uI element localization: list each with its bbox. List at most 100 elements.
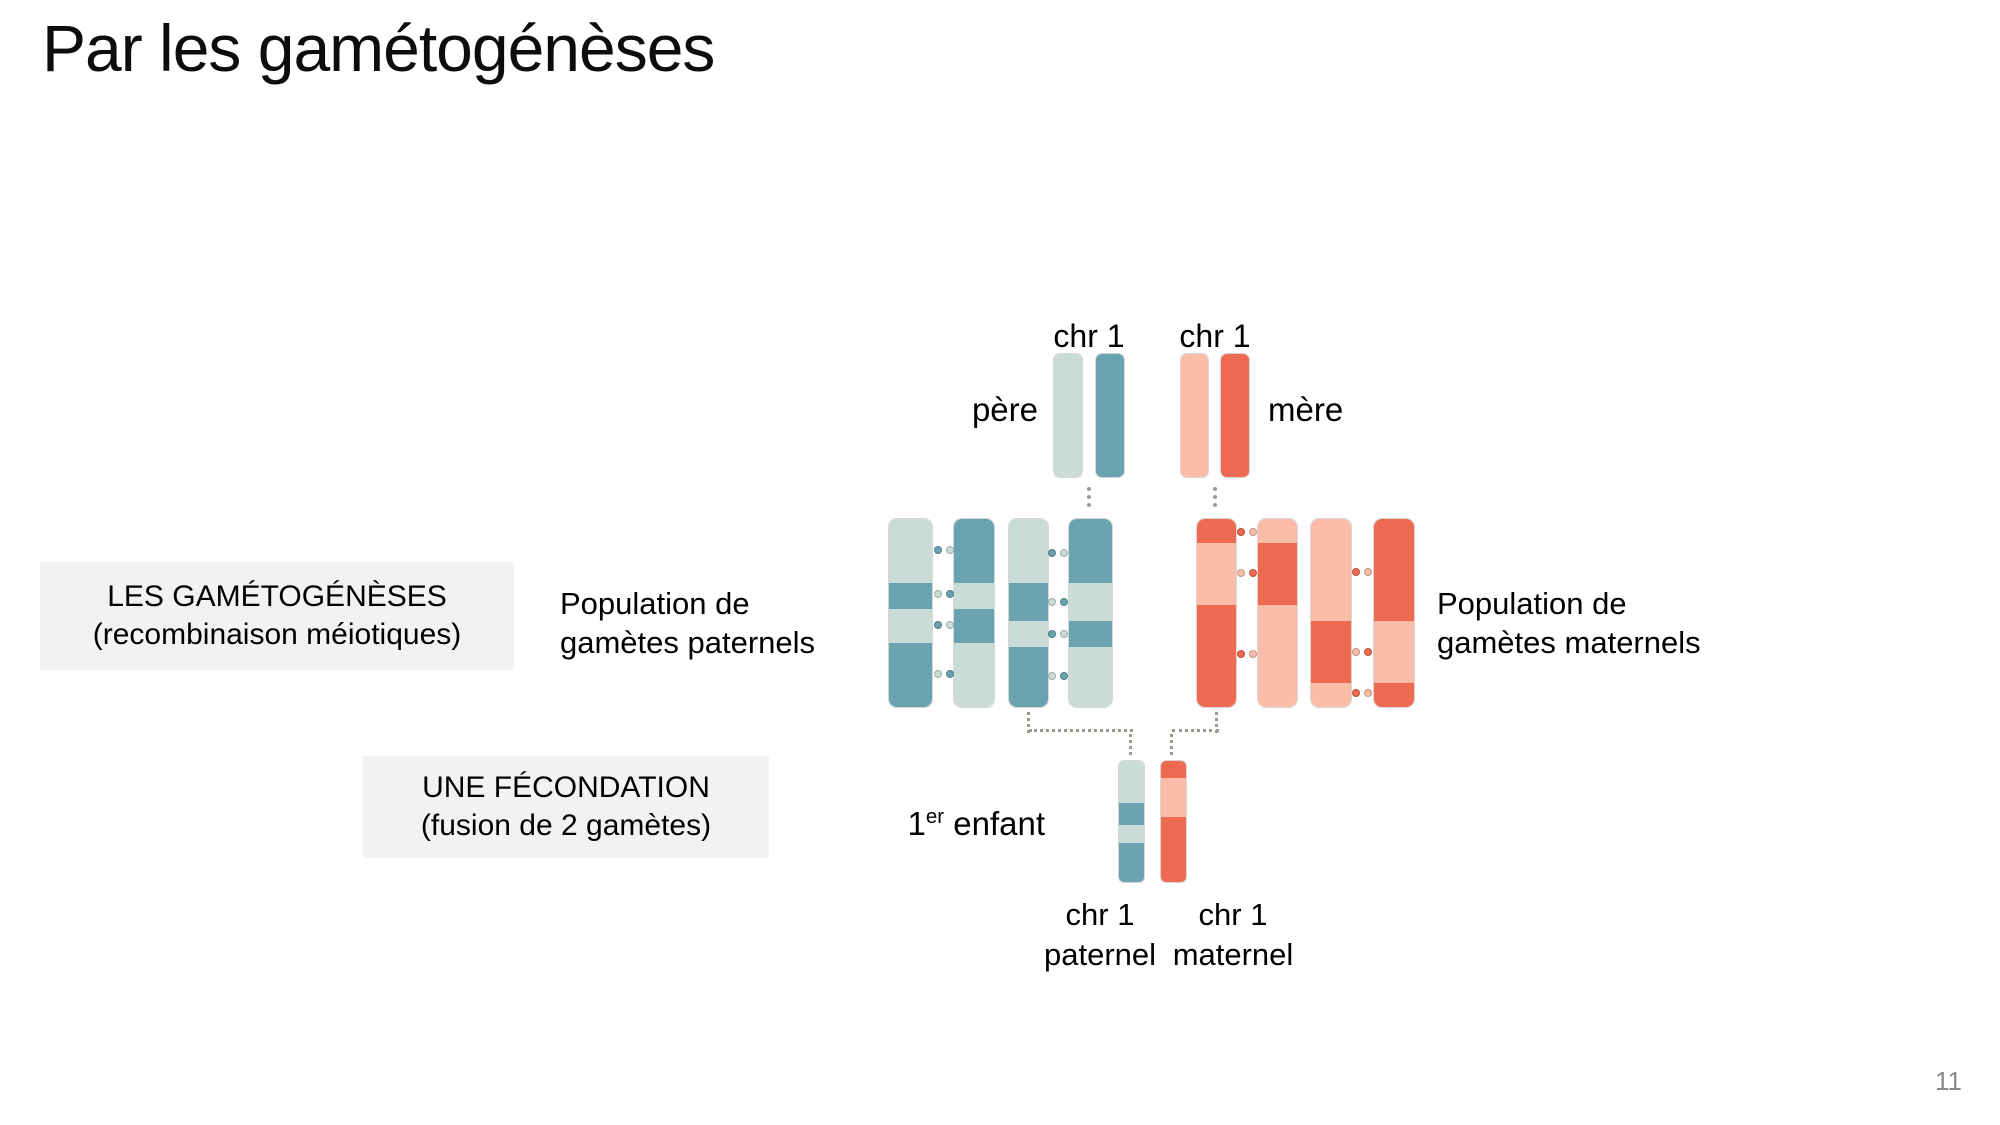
crossover-dot: [946, 590, 954, 598]
fertilization-box-line2: (fusion de 2 gamètes): [420, 809, 712, 842]
child-chromosome-bar: [1160, 760, 1187, 883]
chromosome-segment: [1197, 605, 1236, 707]
chromosome-segment: [1311, 519, 1351, 621]
first-child-label: 1er enfant: [795, 805, 1045, 843]
ellipsis-dot: [1087, 495, 1091, 499]
chromosome-segment: [1197, 543, 1236, 606]
ellipsis-dot: [1213, 495, 1217, 499]
chromosome-segment: [1197, 519, 1236, 544]
crossover-dot: [1060, 672, 1068, 680]
chromosome-segment: [1119, 761, 1144, 804]
crossover-dot: [1048, 630, 1056, 638]
crossover-dot: [1048, 549, 1056, 557]
chromosome-segment: [1054, 354, 1082, 477]
child-paternal-caption: chr 1 paternel: [1000, 895, 1200, 975]
crossover-dot: [934, 546, 942, 554]
ellipsis-dot: [1213, 503, 1217, 507]
child-label-word: enfant: [944, 805, 1045, 842]
ellipsis-dot: [1213, 487, 1217, 491]
chromosome-segment: [1221, 354, 1249, 477]
gamete-chromosome-bar: [1257, 518, 1298, 708]
chromosome-segment: [1119, 803, 1144, 826]
child-paternal-caption-word: paternel: [1043, 937, 1157, 972]
chromosome-segment: [954, 519, 994, 583]
parent-chromosome-bar: [1220, 353, 1250, 478]
gametogenesis-box: LES GAMÉTOGÉNÈSES (recombinaison méiotiq…: [40, 562, 514, 670]
gamete-chromosome-bar: [888, 518, 933, 708]
ellipsis-dot: [1087, 487, 1091, 491]
chromosome-segment: [1181, 354, 1208, 477]
chromosome-segment: [1258, 543, 1297, 606]
paternal-population-line1: Population de: [560, 586, 750, 621]
gamete-chromosome-bar: [1008, 518, 1049, 708]
crossover-dot: [1237, 569, 1245, 577]
chromosome-segment: [1069, 620, 1112, 647]
chromosome-segment: [889, 609, 932, 644]
child-maternal-caption-chr: chr 1: [1198, 897, 1268, 932]
crossover-dot: [946, 621, 954, 629]
dotted-connector: [1029, 729, 1133, 732]
chromosome-segment: [889, 582, 932, 610]
father-chr-label: chr 1: [1053, 318, 1125, 354]
fertilization-box-line1: UNE FÉCONDATION: [422, 771, 710, 804]
chromosome-segment: [1009, 582, 1048, 621]
slide-title: Par les gamétogénèses: [42, 11, 715, 85]
gametogenesis-box-line1: LES GAMÉTOGÉNÈSES: [107, 580, 447, 613]
chromosome-segment: [1119, 825, 1144, 844]
crossover-dot: [934, 590, 942, 598]
crossover-dot: [1364, 648, 1372, 656]
chromosome-segment: [1374, 682, 1414, 707]
mother-chr-label: chr 1: [1179, 318, 1251, 354]
chromosome-segment: [1009, 646, 1048, 707]
dotted-connector: [1129, 734, 1132, 755]
gamete-chromosome-bar: [953, 518, 995, 708]
page-number: 11: [1935, 1066, 1962, 1096]
chromosome-segment: [889, 643, 932, 707]
chromosome-segment: [1161, 777, 1186, 817]
crossover-dot: [1060, 549, 1068, 557]
crossover-dot: [1249, 569, 1257, 577]
crossover-dot: [1352, 568, 1360, 576]
crossover-dot: [1237, 528, 1245, 536]
dotted-connector: [1215, 712, 1218, 733]
chromosome-segment: [1258, 519, 1297, 544]
chromosome-segment: [954, 582, 994, 610]
chromosome-segment: [1009, 620, 1048, 647]
child-label-ordinal: er: [925, 805, 945, 828]
crossover-dot: [1364, 689, 1372, 697]
chromosome-segment: [1069, 519, 1112, 583]
gamete-chromosome-bar: [1310, 518, 1352, 708]
gamete-chromosome-bar: [1373, 518, 1415, 708]
chromosome-segment: [1119, 843, 1144, 882]
chromosome-segment: [1069, 582, 1112, 621]
chromosome-segment: [1161, 816, 1186, 882]
chromosome-segment: [889, 519, 932, 583]
crossover-dot: [1249, 528, 1257, 536]
crossover-dot: [946, 670, 954, 678]
chromosome-segment: [1258, 605, 1297, 707]
crossover-dot: [1060, 630, 1068, 638]
crossover-dot: [1060, 598, 1068, 606]
paternal-population-line2: gamètes paternels: [560, 625, 816, 660]
crossover-dot: [1352, 648, 1360, 656]
gamete-chromosome-bar: [1196, 518, 1237, 708]
maternal-population-line2: gamètes maternels: [1437, 625, 1701, 660]
dotted-connector: [1172, 729, 1219, 732]
crossover-dot: [934, 670, 942, 678]
gametogenesis-box-line2: (recombinaison méiotiques): [92, 618, 462, 651]
chromosome-segment: [954, 609, 994, 644]
child-chromosome-bar: [1118, 760, 1145, 883]
fertilization-box: UNE FÉCONDATION (fusion de 2 gamètes): [363, 756, 769, 858]
ellipsis-dot: [1087, 503, 1091, 507]
paternal-population-label: Population de gamètes paternels: [560, 584, 815, 662]
chromosome-segment: [1096, 354, 1124, 477]
mother-label: mère: [1268, 391, 1344, 428]
chromosome-segment: [1374, 519, 1414, 621]
chromosome-segment: [1069, 646, 1112, 707]
parent-chromosome-bar: [1095, 353, 1125, 478]
child-label-number: 1: [907, 805, 926, 842]
child-maternal-caption-word: maternel: [1172, 937, 1294, 972]
chromosome-segment: [1311, 682, 1351, 707]
crossover-dot: [1249, 650, 1257, 658]
crossover-dot: [1048, 672, 1056, 680]
